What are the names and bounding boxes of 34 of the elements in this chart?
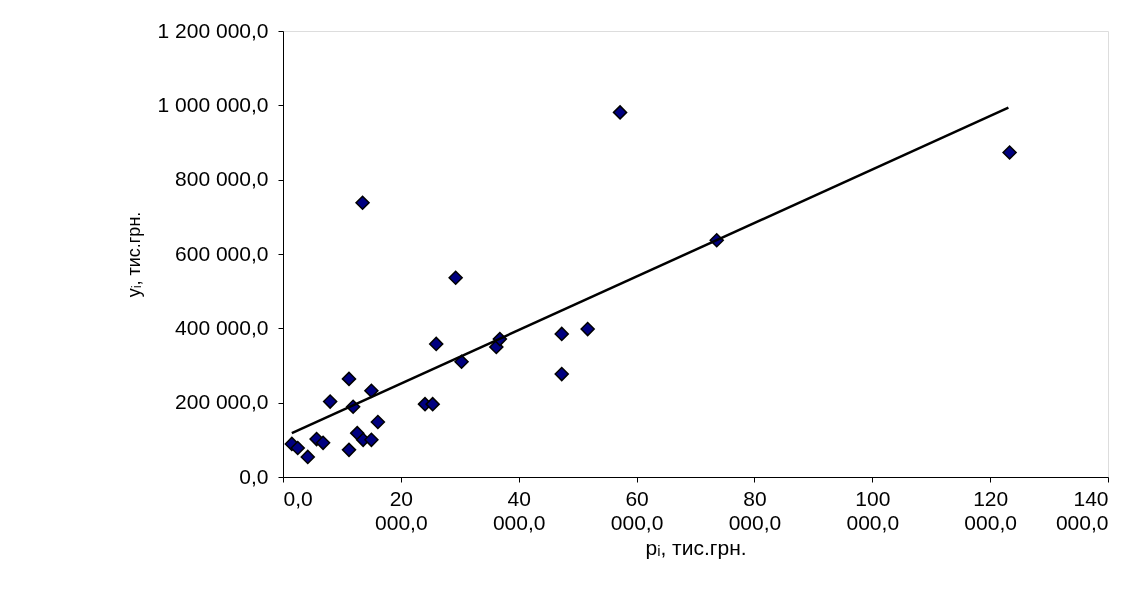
point bbox=[322, 394, 338, 409]
point bbox=[290, 440, 305, 456]
point bbox=[428, 336, 444, 352]
point bbox=[370, 414, 386, 430]
point bbox=[448, 270, 463, 286]
x-axis-title: pᵢ, тис.грн. bbox=[645, 535, 747, 559]
x-tick-label: 40 000,0 bbox=[492, 486, 546, 534]
point bbox=[1002, 145, 1017, 160]
point bbox=[355, 195, 370, 210]
point bbox=[425, 396, 440, 412]
x-tick-label: 80 000,0 bbox=[728, 486, 782, 534]
point bbox=[315, 435, 331, 451]
y-tick-label: 400 000,0 bbox=[175, 315, 269, 339]
point bbox=[364, 383, 379, 399]
y-tick-label: 800 000,0 bbox=[175, 167, 269, 191]
x-tick-label: 20 000,0 bbox=[375, 486, 428, 534]
point bbox=[554, 366, 569, 382]
y-tick-label: 0,0 bbox=[239, 464, 269, 488]
y-tick-label: 600 000,0 bbox=[175, 241, 269, 265]
point bbox=[341, 371, 357, 387]
x-tick-label: 120 000,0 bbox=[964, 486, 1017, 534]
x-tick-label: 0,0 bbox=[283, 486, 313, 510]
y-tick-label: 200 000,0 bbox=[175, 390, 269, 414]
point bbox=[580, 321, 595, 337]
y-tick-label: 1 200 000,0 bbox=[157, 18, 269, 42]
point bbox=[554, 326, 569, 342]
y-axis-title: yᵢ, тис.грн. bbox=[123, 211, 144, 298]
point bbox=[364, 432, 379, 448]
point bbox=[612, 105, 628, 120]
x-tick-label: 100 000,0 bbox=[846, 486, 900, 534]
x-tick-label: 140 000,0 bbox=[1055, 486, 1109, 534]
point bbox=[300, 449, 316, 465]
point bbox=[341, 442, 357, 458]
y-tick-label: 1 000 000,0 bbox=[157, 92, 269, 116]
